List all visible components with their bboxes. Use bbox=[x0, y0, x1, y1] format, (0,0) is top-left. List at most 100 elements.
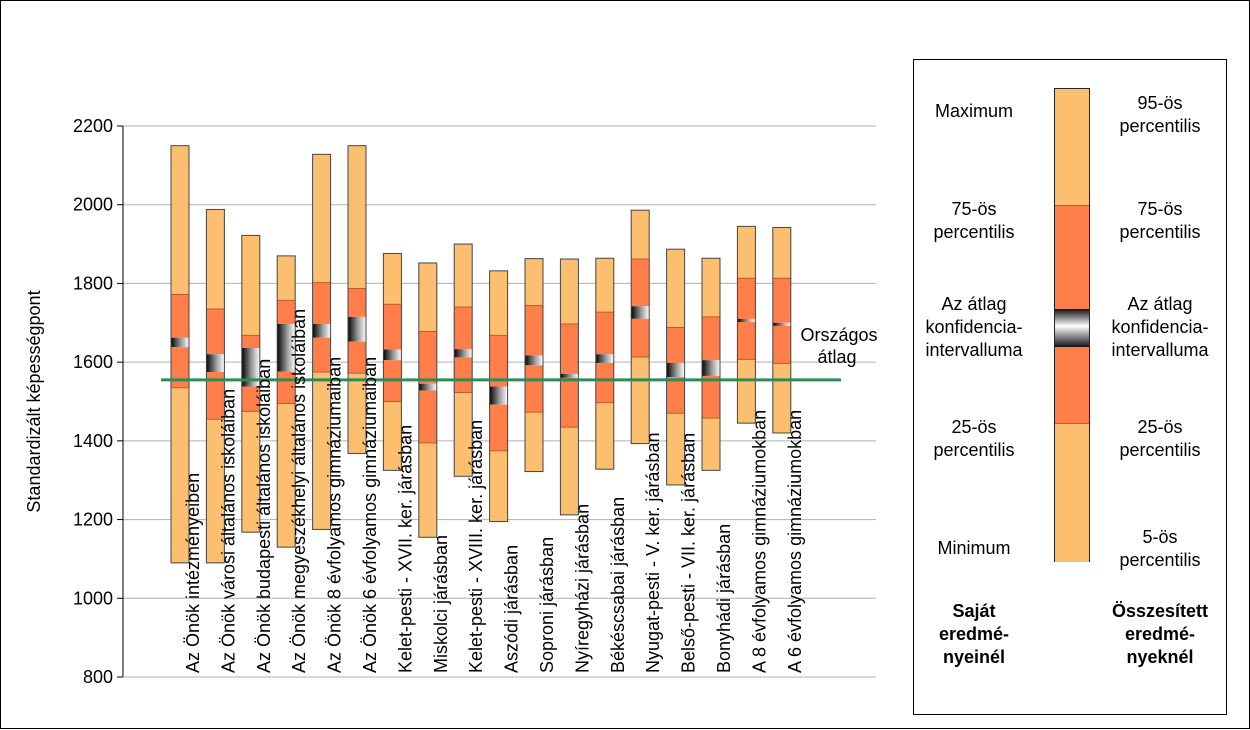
bar-outline bbox=[453, 243, 473, 477]
bar-outline bbox=[205, 208, 225, 564]
bar-outline bbox=[276, 255, 296, 548]
bar-outline bbox=[418, 262, 438, 538]
y-tick-label: 1800 bbox=[73, 273, 113, 293]
bar-outline bbox=[701, 257, 721, 471]
legend-aggregate-results-line3: nyeknél bbox=[1126, 647, 1194, 667]
bar-upper-outer bbox=[631, 210, 650, 260]
legend-p75-right-line1: 75-ös bbox=[1137, 199, 1183, 219]
category-bar bbox=[489, 270, 509, 523]
bar-upper-inner bbox=[525, 305, 543, 356]
bar-confidence-interval bbox=[312, 323, 331, 338]
legend-p95-right-line2: percentilis bbox=[1119, 116, 1201, 136]
bar-lower-outer bbox=[171, 387, 189, 563]
category-label: Az Önök városi általános iskoláiban bbox=[218, 389, 238, 673]
bar-confidence-interval bbox=[206, 354, 225, 372]
bar-upper-inner bbox=[348, 288, 366, 317]
category-bar bbox=[701, 257, 721, 471]
legend-p25-left: 25-ös percentilis bbox=[914, 416, 1034, 462]
bar-confidence-interval bbox=[666, 362, 685, 378]
category-label: A 6 évfolyamos gimnáziumokban bbox=[785, 410, 805, 673]
y-tick-label: 1600 bbox=[73, 352, 113, 372]
boxes-layer bbox=[170, 145, 792, 564]
bar-upper-outer bbox=[277, 255, 296, 301]
y-tick-label: 2200 bbox=[73, 116, 113, 136]
bar-confidence-interval bbox=[737, 318, 756, 322]
legend-p5-right-line2: percentilis bbox=[1119, 550, 1201, 570]
bar-upper-inner bbox=[454, 307, 473, 350]
legend-p25-right-line2: percentilis bbox=[1119, 440, 1201, 460]
bar-lower-inner bbox=[348, 341, 366, 374]
category-label: Aszódi járásban bbox=[502, 545, 522, 673]
y-tick-label: 1200 bbox=[73, 510, 113, 530]
bar-confidence-interval bbox=[418, 383, 437, 391]
bar-outline bbox=[630, 209, 650, 445]
bar-upper-outer bbox=[772, 227, 791, 279]
category-bar bbox=[559, 258, 579, 516]
legend-ci-right-line2: konfidencia- bbox=[1111, 317, 1209, 337]
bar-upper-outer bbox=[525, 258, 543, 306]
category-label: Bonyhádi járásban bbox=[714, 524, 734, 673]
legend-ci-right-line3: intervalluma bbox=[1111, 340, 1209, 360]
bar-upper-outer bbox=[489, 270, 508, 336]
category-label: Békéscsabai járásban bbox=[608, 497, 628, 673]
bar-upper-inner bbox=[772, 278, 791, 323]
bar-lower-outer bbox=[489, 450, 508, 522]
bar-lower-inner bbox=[631, 318, 650, 358]
legend-p75-left: 75-ös percentilis bbox=[914, 198, 1034, 244]
bar-confidence-interval bbox=[241, 347, 260, 387]
bar-upper-outer bbox=[312, 154, 331, 283]
y-tick-label: 1400 bbox=[73, 431, 113, 451]
category-label: Soproni járásban bbox=[537, 537, 557, 673]
bar-upper-inner bbox=[206, 309, 225, 355]
bar-lower-outer bbox=[631, 357, 650, 444]
y-axis-title: Standardizált képességpont bbox=[24, 290, 44, 512]
bar-lower-inner bbox=[737, 321, 756, 360]
bar-confidence-interval bbox=[171, 337, 189, 348]
category-bar bbox=[630, 209, 650, 445]
bar-outline bbox=[524, 258, 544, 473]
legend-bar bbox=[1054, 88, 1090, 562]
bar-confidence-interval bbox=[489, 386, 508, 405]
legend-own-results-line3: nyeinél bbox=[942, 647, 1006, 667]
bar-upper-outer bbox=[383, 253, 402, 305]
bar-confidence-interval bbox=[631, 306, 650, 319]
bar-upper-inner bbox=[171, 294, 189, 338]
bar-upper-outer bbox=[737, 226, 756, 279]
bar-upper-outer bbox=[348, 145, 366, 289]
legend-minimum: Minimum bbox=[937, 538, 1011, 558]
bar-lower-outer bbox=[418, 442, 437, 538]
bar-upper-outer bbox=[595, 258, 614, 313]
category-bar bbox=[347, 145, 367, 454]
legend-bar-upper-inner bbox=[1055, 205, 1089, 310]
bar-upper-outer bbox=[171, 145, 189, 295]
category-bar bbox=[666, 248, 686, 486]
bar-confidence-interval bbox=[525, 355, 543, 366]
category-bar bbox=[772, 227, 792, 434]
bar-lower-inner bbox=[666, 377, 685, 414]
legend-own-results: Saját eredmé- nyeinél bbox=[914, 600, 1034, 669]
legend-aggregate-results: Összesített eredmé- nyeknél bbox=[1094, 600, 1226, 669]
reference-label-line2: átlag bbox=[817, 347, 856, 367]
bar-confidence-interval bbox=[454, 349, 473, 358]
bar-outline bbox=[559, 258, 579, 516]
legend-ci-left: Az átlag konfidencia- intervalluma bbox=[914, 293, 1034, 362]
legend-bar-bottom-outer bbox=[1055, 423, 1089, 562]
bar-lower-outer bbox=[206, 419, 225, 563]
y-tick-label: 1000 bbox=[73, 588, 113, 608]
bar-lower-inner bbox=[454, 357, 473, 393]
bar-upper-outer bbox=[666, 249, 685, 328]
category-label: Nyugat-pesti - V. ker. járásban bbox=[643, 433, 663, 673]
bar-lower-inner bbox=[595, 362, 614, 403]
legend-box: Maximum 75-ös percentilis Az átlag konfi… bbox=[913, 59, 1227, 715]
legend-ci-left-line2: konfidencia- bbox=[925, 317, 1023, 337]
bar-upper-inner bbox=[383, 304, 402, 350]
bar-lower-outer bbox=[277, 403, 296, 548]
bar-lower-inner bbox=[418, 390, 437, 443]
legend-p95-right: 95-ös percentilis bbox=[1094, 92, 1226, 138]
bar-upper-inner bbox=[277, 300, 296, 324]
bar-lower-outer bbox=[348, 373, 366, 454]
category-bar bbox=[524, 258, 544, 473]
legend-p5-right-line1: 5-ös bbox=[1142, 527, 1178, 547]
bar-confidence-interval bbox=[348, 316, 366, 342]
